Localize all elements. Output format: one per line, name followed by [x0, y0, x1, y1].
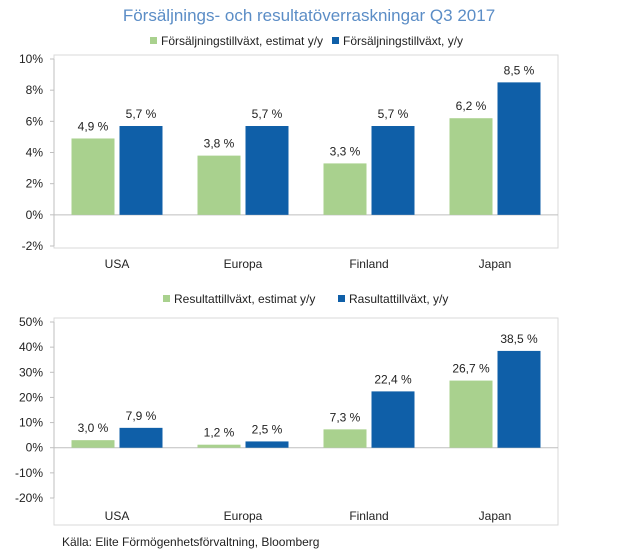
- chart-2-data-label: 1,2 %: [204, 426, 235, 440]
- chart-2-data-label: 26,7 %: [452, 362, 490, 376]
- chart-1-data-label: 4,9 %: [78, 119, 109, 133]
- chart-1-bar-actual-usa: [119, 126, 163, 215]
- chart-1-bar-actual-japan: [497, 82, 541, 215]
- chart-2-bar-actual-usa: [119, 427, 163, 448]
- chart-2-category-label: Japan: [479, 509, 512, 523]
- chart-2-bar-estimate-japan: [449, 380, 493, 448]
- chart-2-bar-estimate-usa: [71, 440, 115, 448]
- chart-2-y-tick-label: -20%: [15, 491, 43, 505]
- chart-1-data-label: 6,2 %: [456, 99, 487, 113]
- chart-1-y-tick-label: -2%: [22, 239, 44, 253]
- chart-2-data-label: 22,4 %: [374, 372, 412, 386]
- chart-1-y-tick-label: 10%: [19, 52, 43, 66]
- chart-1-category-label: Europa: [224, 257, 263, 271]
- chart-1-data-label: 5,7 %: [126, 107, 157, 121]
- chart-1-data-label: 5,7 %: [378, 107, 409, 121]
- chart-2-legend-label: Resultattillväxt, estimat y/y: [174, 292, 315, 306]
- chart-2-y-tick-label: 10%: [19, 416, 43, 430]
- chart-1-data-label: 8,5 %: [504, 63, 535, 77]
- chart-1-category-label: Finland: [349, 257, 388, 271]
- chart-2-bar-estimate-finland: [323, 429, 367, 448]
- chart-1-bar-estimate-japan: [449, 118, 493, 215]
- chart-1-y-tick-label: 8%: [26, 83, 44, 97]
- chart-2-y-tick-label: 50%: [19, 315, 43, 329]
- chart-1-legend-swatch: [150, 37, 157, 44]
- chart-2-legend-label: Rasultattillväxt, y/y: [349, 292, 448, 306]
- chart-2-bar-actual-finland: [371, 391, 415, 448]
- chart-2-bar-estimate-europa: [197, 444, 241, 448]
- chart-2-data-label: 7,3 %: [330, 410, 361, 424]
- chart-1-legend-swatch: [332, 37, 339, 44]
- chart-2-data-label: 3,0 %: [78, 421, 109, 435]
- chart-2-bar-actual-europa: [245, 441, 289, 448]
- chart-1-legend-label: Försäljningstillväxt, y/y: [343, 34, 463, 48]
- chart-1-y-tick-label: 6%: [26, 114, 44, 128]
- chart-1-y-tick-label: 4%: [26, 146, 44, 160]
- chart-1-data-label: 3,8 %: [204, 137, 235, 151]
- chart-2-y-tick-label: -10%: [15, 466, 43, 480]
- chart-2-legend-swatch: [163, 295, 170, 302]
- chart-2-data-label: 7,9 %: [126, 409, 157, 423]
- chart-1-bar-actual-finland: [371, 126, 415, 215]
- chart-2-legend-swatch: [338, 295, 345, 302]
- chart-2-y-tick-label: 40%: [19, 340, 43, 354]
- chart-2-y-tick-label: 0%: [26, 441, 44, 455]
- chart-1-category-label: Japan: [479, 257, 512, 271]
- chart-2-category-label: Europa: [224, 509, 263, 523]
- chart-1-bar-estimate-usa: [71, 138, 115, 215]
- chart-2-y-tick-label: 20%: [19, 390, 43, 404]
- chart-2-category-label: Finland: [349, 509, 388, 523]
- chart-1-bar-actual-europa: [245, 126, 289, 215]
- chart-title: Försäljnings- och resultatöverraskningar…: [123, 6, 495, 25]
- chart-1-bar-estimate-europa: [197, 155, 241, 215]
- chart-1-data-label: 3,3 %: [330, 144, 361, 158]
- chart-1-y-tick-label: 0%: [26, 208, 44, 222]
- chart-2-bar-actual-japan: [497, 350, 541, 448]
- source-note: Källa: Elite Förmögenhetsförvaltning, Bl…: [62, 535, 319, 549]
- chart-2-data-label: 38,5 %: [500, 332, 538, 346]
- chart-1-y-tick-label: 2%: [26, 177, 44, 191]
- chart-1-bar-estimate-finland: [323, 163, 367, 215]
- chart-2-category-label: USA: [105, 509, 130, 523]
- chart-1-legend-label: Försäljningstillväxt, estimat y/y: [161, 34, 323, 48]
- chart-2-data-label: 2,5 %: [252, 422, 283, 436]
- chart-1-category-label: USA: [105, 257, 130, 271]
- chart-2-y-tick-label: 30%: [19, 365, 43, 379]
- chart-1-data-label: 5,7 %: [252, 107, 283, 121]
